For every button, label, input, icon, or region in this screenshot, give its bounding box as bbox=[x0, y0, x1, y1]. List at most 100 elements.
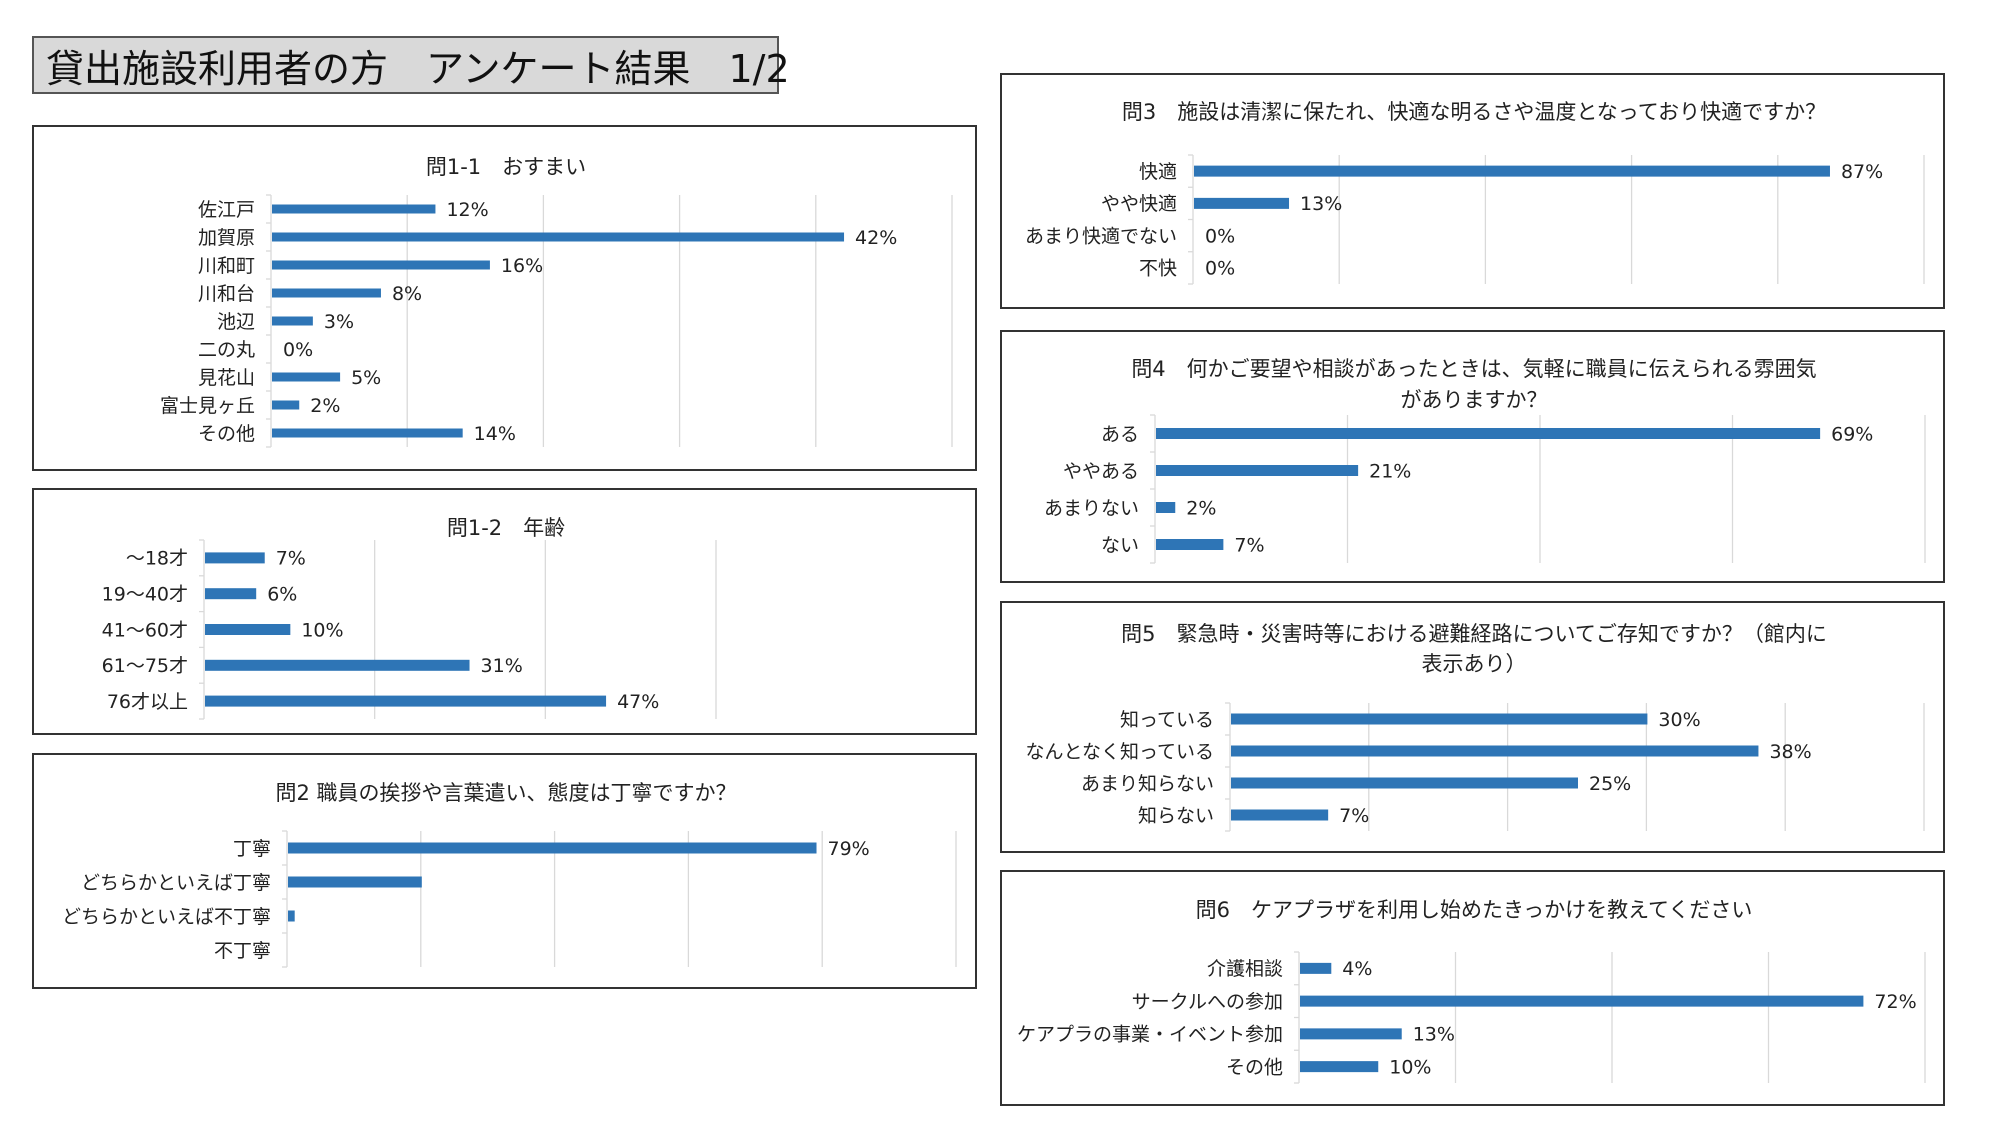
data-label: 7% bbox=[276, 548, 306, 570]
bar bbox=[205, 588, 257, 600]
category-label: 川和町 bbox=[198, 255, 255, 277]
bar bbox=[1156, 428, 1821, 439]
chart-q4: 問4 何かご要望や相談があったときは、気軽に職員に伝えられる雰囲気がありますか？… bbox=[1044, 357, 1926, 564]
chart-panel-q5: 問5 緊急時・災害時等における避難経路についてご存知ですか？（館内に 表示あり） 知… bbox=[1000, 601, 1945, 853]
data-label: 2% bbox=[310, 395, 340, 417]
data-label: 21% bbox=[1369, 460, 1411, 482]
bar bbox=[288, 842, 817, 854]
data-label: 2% bbox=[1186, 497, 1216, 519]
bar bbox=[1231, 809, 1329, 821]
category-label: 知っている bbox=[1120, 709, 1214, 731]
bar bbox=[1194, 165, 1830, 177]
data-label: 0% bbox=[283, 339, 313, 361]
page-title: 貸出施設利用者の方 アンケート結果 1/2 bbox=[46, 46, 790, 91]
bar bbox=[1156, 502, 1176, 513]
data-label: 38% bbox=[1769, 741, 1811, 763]
category-label: やや快適 bbox=[1101, 193, 1177, 215]
category-label: 佐江戸 bbox=[198, 199, 255, 221]
chart-title: 問5 緊急時・災害時等における避難経路についてご存知ですか？（館内に bbox=[1121, 622, 1827, 646]
bar bbox=[205, 695, 607, 707]
chart-title: 表示あり） bbox=[1422, 652, 1527, 676]
category-label: どちらかといえば丁寧 bbox=[81, 872, 271, 894]
bar bbox=[1156, 539, 1224, 550]
category-label: 二の丸 bbox=[198, 339, 255, 361]
category-label: 61～75才 bbox=[102, 655, 188, 677]
bar bbox=[272, 400, 300, 410]
data-label: 30% bbox=[1658, 709, 1700, 731]
category-label: 41～60才 bbox=[102, 619, 188, 641]
category-label: 川和台 bbox=[198, 283, 255, 305]
category-label: ケアプラの事業・イベント参加 bbox=[1017, 1024, 1283, 1046]
chart-title: 問1-2 年齢 bbox=[447, 516, 565, 540]
bar bbox=[1300, 1061, 1379, 1073]
bar bbox=[272, 232, 845, 242]
category-label: あまりない bbox=[1044, 497, 1139, 519]
chart-q2: 問2 職員の挨拶や言葉遣い、態度は丁寧ですか？ 丁寧 79% どちらかといえば丁寧どち… bbox=[62, 781, 957, 968]
data-label: 10% bbox=[301, 619, 343, 641]
category-label: ややある bbox=[1063, 460, 1139, 482]
data-label: 13% bbox=[1300, 193, 1342, 215]
chart-panel-q3: 問3 施設は清潔に保たれ、快適な明るさや温度となっており快適ですか？ 快適 87% や… bbox=[1000, 73, 1945, 309]
chart-panel-q1-1: 問1-1 おすまい 佐江戸 12% 加賀原 42% 川和町 16% 川和台 8% 池辺 3% 二の丸 0… bbox=[32, 125, 977, 471]
chart-title: がありますか？ bbox=[1401, 388, 1548, 412]
bar bbox=[272, 204, 436, 214]
chart-title: 問4 何かご要望や相談があったときは、気軽に職員に伝えられる雰囲気 bbox=[1131, 357, 1816, 381]
data-label: 16% bbox=[501, 255, 543, 277]
data-label: 72% bbox=[1874, 991, 1916, 1013]
data-label: 10% bbox=[1389, 1056, 1431, 1078]
category-label: 池辺 bbox=[217, 311, 255, 333]
bar bbox=[1156, 465, 1359, 476]
category-label: 富士見ヶ丘 bbox=[160, 395, 255, 417]
bar bbox=[1300, 962, 1332, 974]
category-label: 加賀原 bbox=[198, 227, 255, 249]
data-label: 4% bbox=[1342, 958, 1372, 980]
data-label: 13% bbox=[1413, 1024, 1455, 1046]
bar bbox=[205, 552, 265, 564]
bar bbox=[272, 372, 341, 382]
bar bbox=[1194, 197, 1290, 209]
category-label: 知らない bbox=[1138, 805, 1214, 827]
bar bbox=[272, 288, 381, 298]
chart-title: 問3 施設は清潔に保たれ、快適な明るさや温度となっており快適ですか？ bbox=[1122, 100, 1826, 124]
bar bbox=[1231, 745, 1759, 757]
category-label: 19～40才 bbox=[102, 584, 188, 606]
bar bbox=[205, 659, 470, 671]
data-label: 25% bbox=[1589, 773, 1631, 795]
category-label: どちらかといえば不丁寧 bbox=[62, 906, 271, 928]
data-label: 0% bbox=[1205, 258, 1235, 280]
bar bbox=[288, 910, 295, 922]
data-label: 87% bbox=[1841, 161, 1883, 183]
bar bbox=[1231, 777, 1578, 789]
data-label: 5% bbox=[351, 367, 381, 389]
data-label: 6% bbox=[267, 584, 297, 606]
category-label: ある bbox=[1101, 423, 1139, 445]
data-label: 0% bbox=[1205, 225, 1235, 247]
data-label: 12% bbox=[446, 199, 488, 221]
data-label: 31% bbox=[481, 655, 523, 677]
chart-panel-q2: 問2 職員の挨拶や言葉遣い、態度は丁寧ですか？ 丁寧 79% どちらかといえば丁寧 どち… bbox=[32, 753, 977, 989]
bar bbox=[272, 260, 490, 270]
category-label: あまり知らない bbox=[1081, 773, 1214, 795]
data-label: 8% bbox=[392, 283, 422, 305]
data-label: 7% bbox=[1339, 805, 1369, 827]
chart-title: 問2 職員の挨拶や言葉遣い、態度は丁寧ですか？ bbox=[275, 781, 736, 805]
page-title-box: 貸出施設利用者の方 アンケート結果 1/2 bbox=[32, 36, 790, 94]
category-label: ない bbox=[1101, 534, 1139, 556]
chart-title: 問1-1 おすまい bbox=[426, 155, 586, 179]
bar bbox=[1300, 995, 1864, 1007]
bar bbox=[272, 316, 313, 326]
chart-panel-q6: 問6 ケアプラザを利用し始めたきっかけを教えてください 介護相談 4% サークルへの参… bbox=[1000, 870, 1945, 1106]
category-label: 快適 bbox=[1139, 161, 1177, 183]
category-label: 76才以上 bbox=[107, 691, 188, 713]
category-label: ～18才 bbox=[126, 548, 188, 570]
chart-q1-2: 問1-2 年齢 ～18才 7% 19～40才 6% 41～60才 10% 61～75才 31% 7… bbox=[102, 516, 717, 720]
category-label: 不快 bbox=[1139, 258, 1177, 280]
data-label: 69% bbox=[1831, 423, 1873, 445]
data-label: 47% bbox=[617, 691, 659, 713]
data-label: 7% bbox=[1234, 534, 1264, 556]
category-label: サークルへの参加 bbox=[1132, 991, 1283, 1013]
category-label: 見花山 bbox=[198, 367, 255, 389]
